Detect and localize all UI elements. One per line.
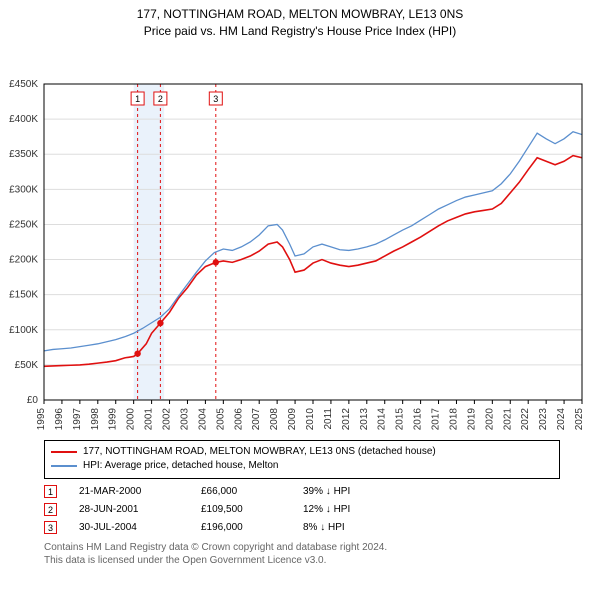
marker-row-2: 2 28-JUN-2001 £109,500 12% ↓ HPI bbox=[44, 501, 560, 519]
marker-date-1: 21-MAR-2000 bbox=[79, 483, 179, 501]
marker-badge-2: 2 bbox=[44, 503, 57, 516]
legend-label-property: 177, NOTTINGHAM ROAD, MELTON MOWBRAY, LE… bbox=[83, 445, 436, 460]
legend-label-hpi: HPI: Average price, detached house, Melt… bbox=[83, 459, 279, 474]
svg-text:2005: 2005 bbox=[215, 407, 226, 430]
footer-line-2: This data is licensed under the Open Gov… bbox=[44, 554, 560, 568]
svg-text:£250K: £250K bbox=[9, 219, 38, 230]
svg-text:1997: 1997 bbox=[72, 407, 83, 430]
marker-row-1: 1 21-MAR-2000 £66,000 39% ↓ HPI bbox=[44, 483, 560, 501]
svg-text:2025: 2025 bbox=[574, 407, 585, 430]
svg-text:£400K: £400K bbox=[9, 114, 38, 125]
legend: 177, NOTTINGHAM ROAD, MELTON MOWBRAY, LE… bbox=[44, 440, 560, 479]
svg-text:£150K: £150K bbox=[9, 289, 38, 300]
marker-delta-1: 39% ↓ HPI bbox=[303, 483, 393, 501]
svg-text:2008: 2008 bbox=[269, 407, 280, 430]
legend-swatch-hpi bbox=[51, 465, 77, 467]
svg-text:2014: 2014 bbox=[377, 407, 388, 430]
svg-text:2017: 2017 bbox=[431, 407, 442, 430]
svg-text:2019: 2019 bbox=[466, 407, 477, 430]
svg-text:2020: 2020 bbox=[484, 407, 495, 430]
chart-title-block: 177, NOTTINGHAM ROAD, MELTON MOWBRAY, LE… bbox=[0, 0, 600, 40]
svg-text:2: 2 bbox=[158, 94, 163, 104]
svg-text:2018: 2018 bbox=[448, 407, 459, 430]
marker-badge-1: 1 bbox=[44, 485, 57, 498]
svg-text:£200K: £200K bbox=[9, 254, 38, 265]
svg-text:2010: 2010 bbox=[305, 407, 316, 430]
footer-line-1: Contains HM Land Registry data © Crown c… bbox=[44, 541, 560, 555]
svg-text:1995: 1995 bbox=[36, 407, 47, 430]
svg-text:2012: 2012 bbox=[341, 407, 352, 430]
svg-text:2021: 2021 bbox=[502, 407, 513, 430]
svg-text:£350K: £350K bbox=[9, 149, 38, 160]
title-line-2: Price paid vs. HM Land Registry's House … bbox=[0, 23, 600, 40]
svg-text:2024: 2024 bbox=[556, 407, 567, 430]
svg-text:2001: 2001 bbox=[144, 407, 155, 430]
marker-price-3: £196,000 bbox=[201, 519, 281, 537]
svg-text:£450K: £450K bbox=[9, 79, 38, 90]
svg-text:2016: 2016 bbox=[413, 407, 424, 430]
svg-text:2006: 2006 bbox=[233, 407, 244, 430]
svg-text:2000: 2000 bbox=[126, 407, 137, 430]
svg-text:2004: 2004 bbox=[197, 407, 208, 430]
svg-text:£300K: £300K bbox=[9, 184, 38, 195]
svg-text:2002: 2002 bbox=[162, 407, 173, 430]
svg-text:2009: 2009 bbox=[287, 407, 298, 430]
marker-date-2: 28-JUN-2001 bbox=[79, 501, 179, 519]
marker-badge-3: 3 bbox=[44, 521, 57, 534]
line-chart: £0 £50K £100K £150K £200K £250K £300K £350K £400… bbox=[0, 40, 600, 440]
svg-text:2007: 2007 bbox=[251, 407, 262, 430]
legend-swatch-property bbox=[51, 451, 77, 453]
svg-text:3: 3 bbox=[213, 94, 218, 104]
marker-delta-2: 12% ↓ HPI bbox=[303, 501, 393, 519]
svg-text:2015: 2015 bbox=[395, 407, 406, 430]
marker-date-3: 30-JUL-2004 bbox=[79, 519, 179, 537]
svg-text:2013: 2013 bbox=[359, 407, 370, 430]
svg-text:1999: 1999 bbox=[108, 407, 119, 430]
svg-text:£0: £0 bbox=[27, 395, 39, 406]
svg-text:1996: 1996 bbox=[54, 407, 65, 430]
svg-text:1: 1 bbox=[135, 94, 140, 104]
svg-text:2023: 2023 bbox=[538, 407, 549, 430]
svg-text:£100K: £100K bbox=[9, 324, 38, 335]
marker-price-2: £109,500 bbox=[201, 501, 281, 519]
legend-row-hpi: HPI: Average price, detached house, Melt… bbox=[51, 459, 553, 474]
marker-row-3: 3 30-JUL-2004 £196,000 8% ↓ HPI bbox=[44, 519, 560, 537]
legend-row-property: 177, NOTTINGHAM ROAD, MELTON MOWBRAY, LE… bbox=[51, 445, 553, 460]
svg-text:1998: 1998 bbox=[90, 407, 101, 430]
marker-price-1: £66,000 bbox=[201, 483, 281, 501]
svg-text:2003: 2003 bbox=[179, 407, 190, 430]
marker-table: 1 21-MAR-2000 £66,000 39% ↓ HPI 2 28-JUN… bbox=[44, 483, 560, 537]
svg-text:£50K: £50K bbox=[15, 359, 39, 370]
chart-svg: £0 £50K £100K £150K £200K £250K £300K £350K £400… bbox=[0, 40, 600, 440]
footer: Contains HM Land Registry data © Crown c… bbox=[44, 541, 560, 568]
svg-text:2022: 2022 bbox=[520, 407, 531, 430]
svg-text:2011: 2011 bbox=[323, 407, 334, 429]
title-line-1: 177, NOTTINGHAM ROAD, MELTON MOWBRAY, LE… bbox=[0, 6, 600, 23]
marker-delta-3: 8% ↓ HPI bbox=[303, 519, 393, 537]
